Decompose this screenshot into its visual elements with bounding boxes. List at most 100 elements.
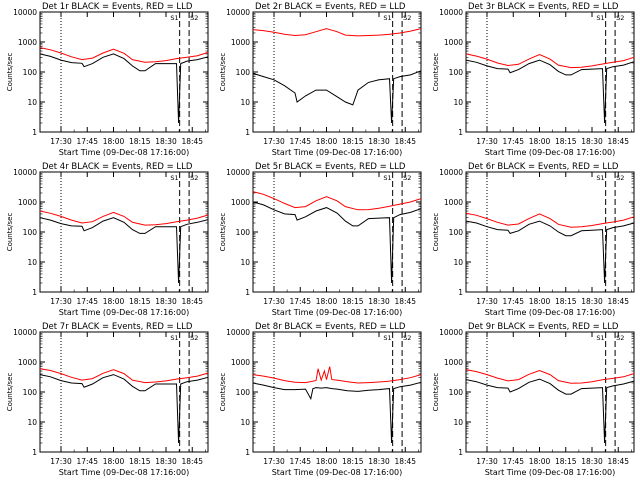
series-line bbox=[252, 28, 422, 37]
y-tick-label: 100 bbox=[23, 68, 38, 77]
x-tick-label: 18:00 bbox=[529, 137, 551, 146]
x-tick-label: 18:30 bbox=[368, 297, 390, 306]
y-axis-label: Counts/sec bbox=[432, 373, 440, 412]
x-tick-label: 17:45 bbox=[76, 297, 98, 306]
panel-title: Det 6r BLACK = Events, RED = LLD bbox=[468, 162, 619, 172]
y-tick-label: 1000 bbox=[444, 38, 463, 47]
marker-label: S2 bbox=[190, 14, 198, 22]
y-tick-label: 10 bbox=[240, 258, 250, 267]
panel-title: Det 4r BLACK = Events, RED = LLD bbox=[42, 162, 193, 172]
x-tick-label: 18:45 bbox=[394, 457, 416, 466]
y-tick-label: 10 bbox=[27, 258, 37, 267]
x-tick-label: 18:15 bbox=[342, 457, 364, 466]
x-tick-label: 17:30 bbox=[263, 457, 285, 466]
plot-frame bbox=[252, 171, 422, 293]
series-line bbox=[465, 53, 635, 69]
y-tick-label: 1000 bbox=[444, 358, 463, 367]
panel-title: Det 5r BLACK = Events, RED = LLD bbox=[255, 162, 406, 172]
y-axis-label: Counts/sec bbox=[432, 213, 440, 252]
panel-5: Det 5r BLACK = Events, RED = LLD 1 10 100 10… bbox=[219, 162, 422, 317]
y-tick-label: 10000 bbox=[439, 8, 463, 17]
x-tick-label: 18:45 bbox=[181, 297, 203, 306]
marker-label: S2 bbox=[403, 334, 411, 342]
y-tick-label: 100 bbox=[449, 388, 464, 397]
panel-title: Det 2r BLACK = Events, RED = LLD bbox=[255, 2, 406, 12]
x-tick-label: 18:15 bbox=[555, 457, 577, 466]
x-axis-label: Start Time (09-Dec-08 17:16:00) bbox=[272, 468, 403, 477]
x-tick-label: 17:45 bbox=[502, 137, 524, 146]
marker-label: S1 bbox=[170, 334, 178, 342]
marker-label: S2 bbox=[616, 334, 624, 342]
y-tick-label: 1000 bbox=[18, 198, 37, 207]
x-tick-label: 18:45 bbox=[181, 137, 203, 146]
y-tick-label: 100 bbox=[236, 228, 251, 237]
y-tick-label: 100 bbox=[449, 68, 464, 77]
y-tick-label: 10000 bbox=[439, 168, 463, 177]
series-line bbox=[465, 378, 635, 444]
x-tick-label: 18:45 bbox=[181, 457, 203, 466]
panel-1: Det 1r BLACK = Events, RED = LLD 1 10 100 10… bbox=[6, 2, 209, 157]
x-tick-label: 17:30 bbox=[263, 297, 285, 306]
x-tick-label: 18:00 bbox=[103, 457, 125, 466]
y-axis-label: Counts/sec bbox=[6, 213, 14, 252]
x-tick-label: 18:30 bbox=[155, 457, 177, 466]
x-tick-label: 18:15 bbox=[129, 137, 151, 146]
y-tick-label: 10 bbox=[453, 258, 463, 267]
x-tick-label: 18:30 bbox=[581, 297, 603, 306]
series-line bbox=[39, 53, 209, 124]
marker-label: S2 bbox=[616, 14, 624, 22]
x-tick-label: 17:30 bbox=[476, 137, 498, 146]
series-line bbox=[39, 374, 209, 444]
marker-label: S1 bbox=[596, 14, 604, 22]
series-line bbox=[465, 220, 635, 284]
y-axis-label: Counts/sec bbox=[6, 373, 14, 412]
x-axis-label: Start Time (09-Dec-08 17:16:00) bbox=[485, 308, 616, 317]
x-tick-label: 17:45 bbox=[289, 457, 311, 466]
panel-7: Det 7r BLACK = Events, RED = LLD 1 10 100 10… bbox=[6, 322, 209, 477]
marker-label: S1 bbox=[170, 14, 178, 22]
y-tick-label: 1 bbox=[458, 288, 463, 297]
series-line bbox=[465, 369, 635, 384]
y-axis-label: Counts/sec bbox=[219, 53, 227, 92]
series-line bbox=[252, 381, 422, 444]
series-line bbox=[252, 201, 422, 284]
marker-label: S1 bbox=[383, 334, 391, 342]
panel-title: Det 1r BLACK = Events, RED = LLD bbox=[42, 2, 193, 12]
x-axis-label: Start Time (09-Dec-08 17:16:00) bbox=[59, 148, 190, 157]
y-tick-label: 100 bbox=[23, 228, 38, 237]
x-tick-label: 17:45 bbox=[502, 297, 524, 306]
series-line bbox=[39, 210, 209, 226]
series-line bbox=[252, 366, 422, 384]
x-tick-label: 17:30 bbox=[50, 297, 72, 306]
x-tick-label: 17:30 bbox=[50, 457, 72, 466]
series-line bbox=[39, 368, 209, 384]
plot-frame bbox=[465, 171, 635, 293]
y-tick-label: 1000 bbox=[231, 38, 250, 47]
y-tick-label: 10 bbox=[240, 418, 250, 427]
x-tick-label: 18:00 bbox=[316, 297, 338, 306]
panel-2: Det 2r BLACK = Events, RED = LLD 1 10 100 10… bbox=[219, 2, 422, 157]
x-tick-label: 18:15 bbox=[129, 457, 151, 466]
series-line bbox=[465, 59, 635, 124]
x-axis-label: Start Time (09-Dec-08 17:16:00) bbox=[59, 468, 190, 477]
x-tick-label: 17:45 bbox=[76, 457, 98, 466]
y-tick-label: 10 bbox=[453, 418, 463, 427]
panel-title: Det 7r BLACK = Events, RED = LLD bbox=[42, 322, 193, 332]
x-axis-label: Start Time (09-Dec-08 17:16:00) bbox=[485, 148, 616, 157]
y-tick-label: 10000 bbox=[439, 328, 463, 337]
series-line bbox=[39, 217, 209, 284]
y-tick-label: 1000 bbox=[231, 198, 250, 207]
series-line bbox=[252, 191, 422, 211]
x-tick-label: 18:30 bbox=[581, 137, 603, 146]
x-tick-label: 18:30 bbox=[155, 137, 177, 146]
series-line bbox=[39, 47, 209, 63]
y-tick-label: 1 bbox=[245, 128, 250, 137]
y-tick-label: 100 bbox=[23, 388, 38, 397]
marker-label: S1 bbox=[596, 174, 604, 182]
x-tick-label: 18:15 bbox=[129, 297, 151, 306]
x-tick-label: 18:45 bbox=[607, 137, 629, 146]
plot-frame bbox=[465, 11, 635, 133]
marker-label: S1 bbox=[596, 334, 604, 342]
panel-title: Det 8r BLACK = Events, RED = LLD bbox=[255, 322, 406, 332]
